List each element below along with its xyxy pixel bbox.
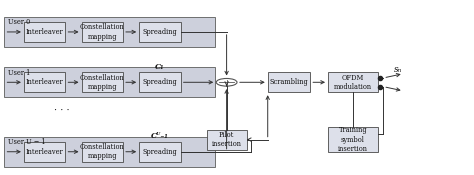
FancyBboxPatch shape bbox=[4, 67, 215, 97]
Text: OFDM
modulation: OFDM modulation bbox=[334, 74, 372, 91]
Text: Pilot
insertion: Pilot insertion bbox=[211, 131, 242, 148]
Text: User 1: User 1 bbox=[8, 69, 30, 77]
FancyBboxPatch shape bbox=[82, 22, 123, 42]
Text: User 0: User 0 bbox=[8, 19, 30, 26]
FancyBboxPatch shape bbox=[4, 136, 215, 167]
Text: Training
symbol
insertion: Training symbol insertion bbox=[338, 126, 368, 153]
FancyBboxPatch shape bbox=[207, 130, 246, 150]
Text: Cᵁ₋₁: Cᵁ₋₁ bbox=[151, 132, 169, 140]
FancyBboxPatch shape bbox=[24, 22, 65, 42]
Text: User U − 1: User U − 1 bbox=[8, 138, 46, 146]
Text: C₁: C₁ bbox=[155, 63, 164, 71]
FancyBboxPatch shape bbox=[328, 72, 378, 92]
FancyBboxPatch shape bbox=[139, 142, 181, 162]
FancyBboxPatch shape bbox=[139, 22, 181, 42]
Text: Interleaver: Interleaver bbox=[26, 148, 64, 156]
Text: Spreading: Spreading bbox=[143, 28, 177, 36]
Text: Constellation
mapping: Constellation mapping bbox=[80, 74, 125, 91]
FancyBboxPatch shape bbox=[139, 72, 181, 92]
Text: Constellation
mapping: Constellation mapping bbox=[80, 143, 125, 160]
FancyBboxPatch shape bbox=[82, 72, 123, 92]
Text: · · ·: · · · bbox=[55, 106, 70, 116]
Text: Interleaver: Interleaver bbox=[26, 28, 64, 36]
Text: Constellation
mapping: Constellation mapping bbox=[80, 23, 125, 41]
FancyBboxPatch shape bbox=[82, 142, 123, 162]
FancyBboxPatch shape bbox=[268, 72, 310, 92]
Text: sₙ: sₙ bbox=[394, 65, 402, 74]
Text: Spreading: Spreading bbox=[143, 148, 177, 156]
Text: Scrambling: Scrambling bbox=[270, 78, 309, 86]
Text: Spreading: Spreading bbox=[143, 78, 177, 86]
FancyBboxPatch shape bbox=[24, 142, 65, 162]
Text: Interleaver: Interleaver bbox=[26, 78, 64, 86]
FancyBboxPatch shape bbox=[4, 17, 215, 47]
FancyBboxPatch shape bbox=[24, 72, 65, 92]
FancyBboxPatch shape bbox=[328, 127, 378, 152]
